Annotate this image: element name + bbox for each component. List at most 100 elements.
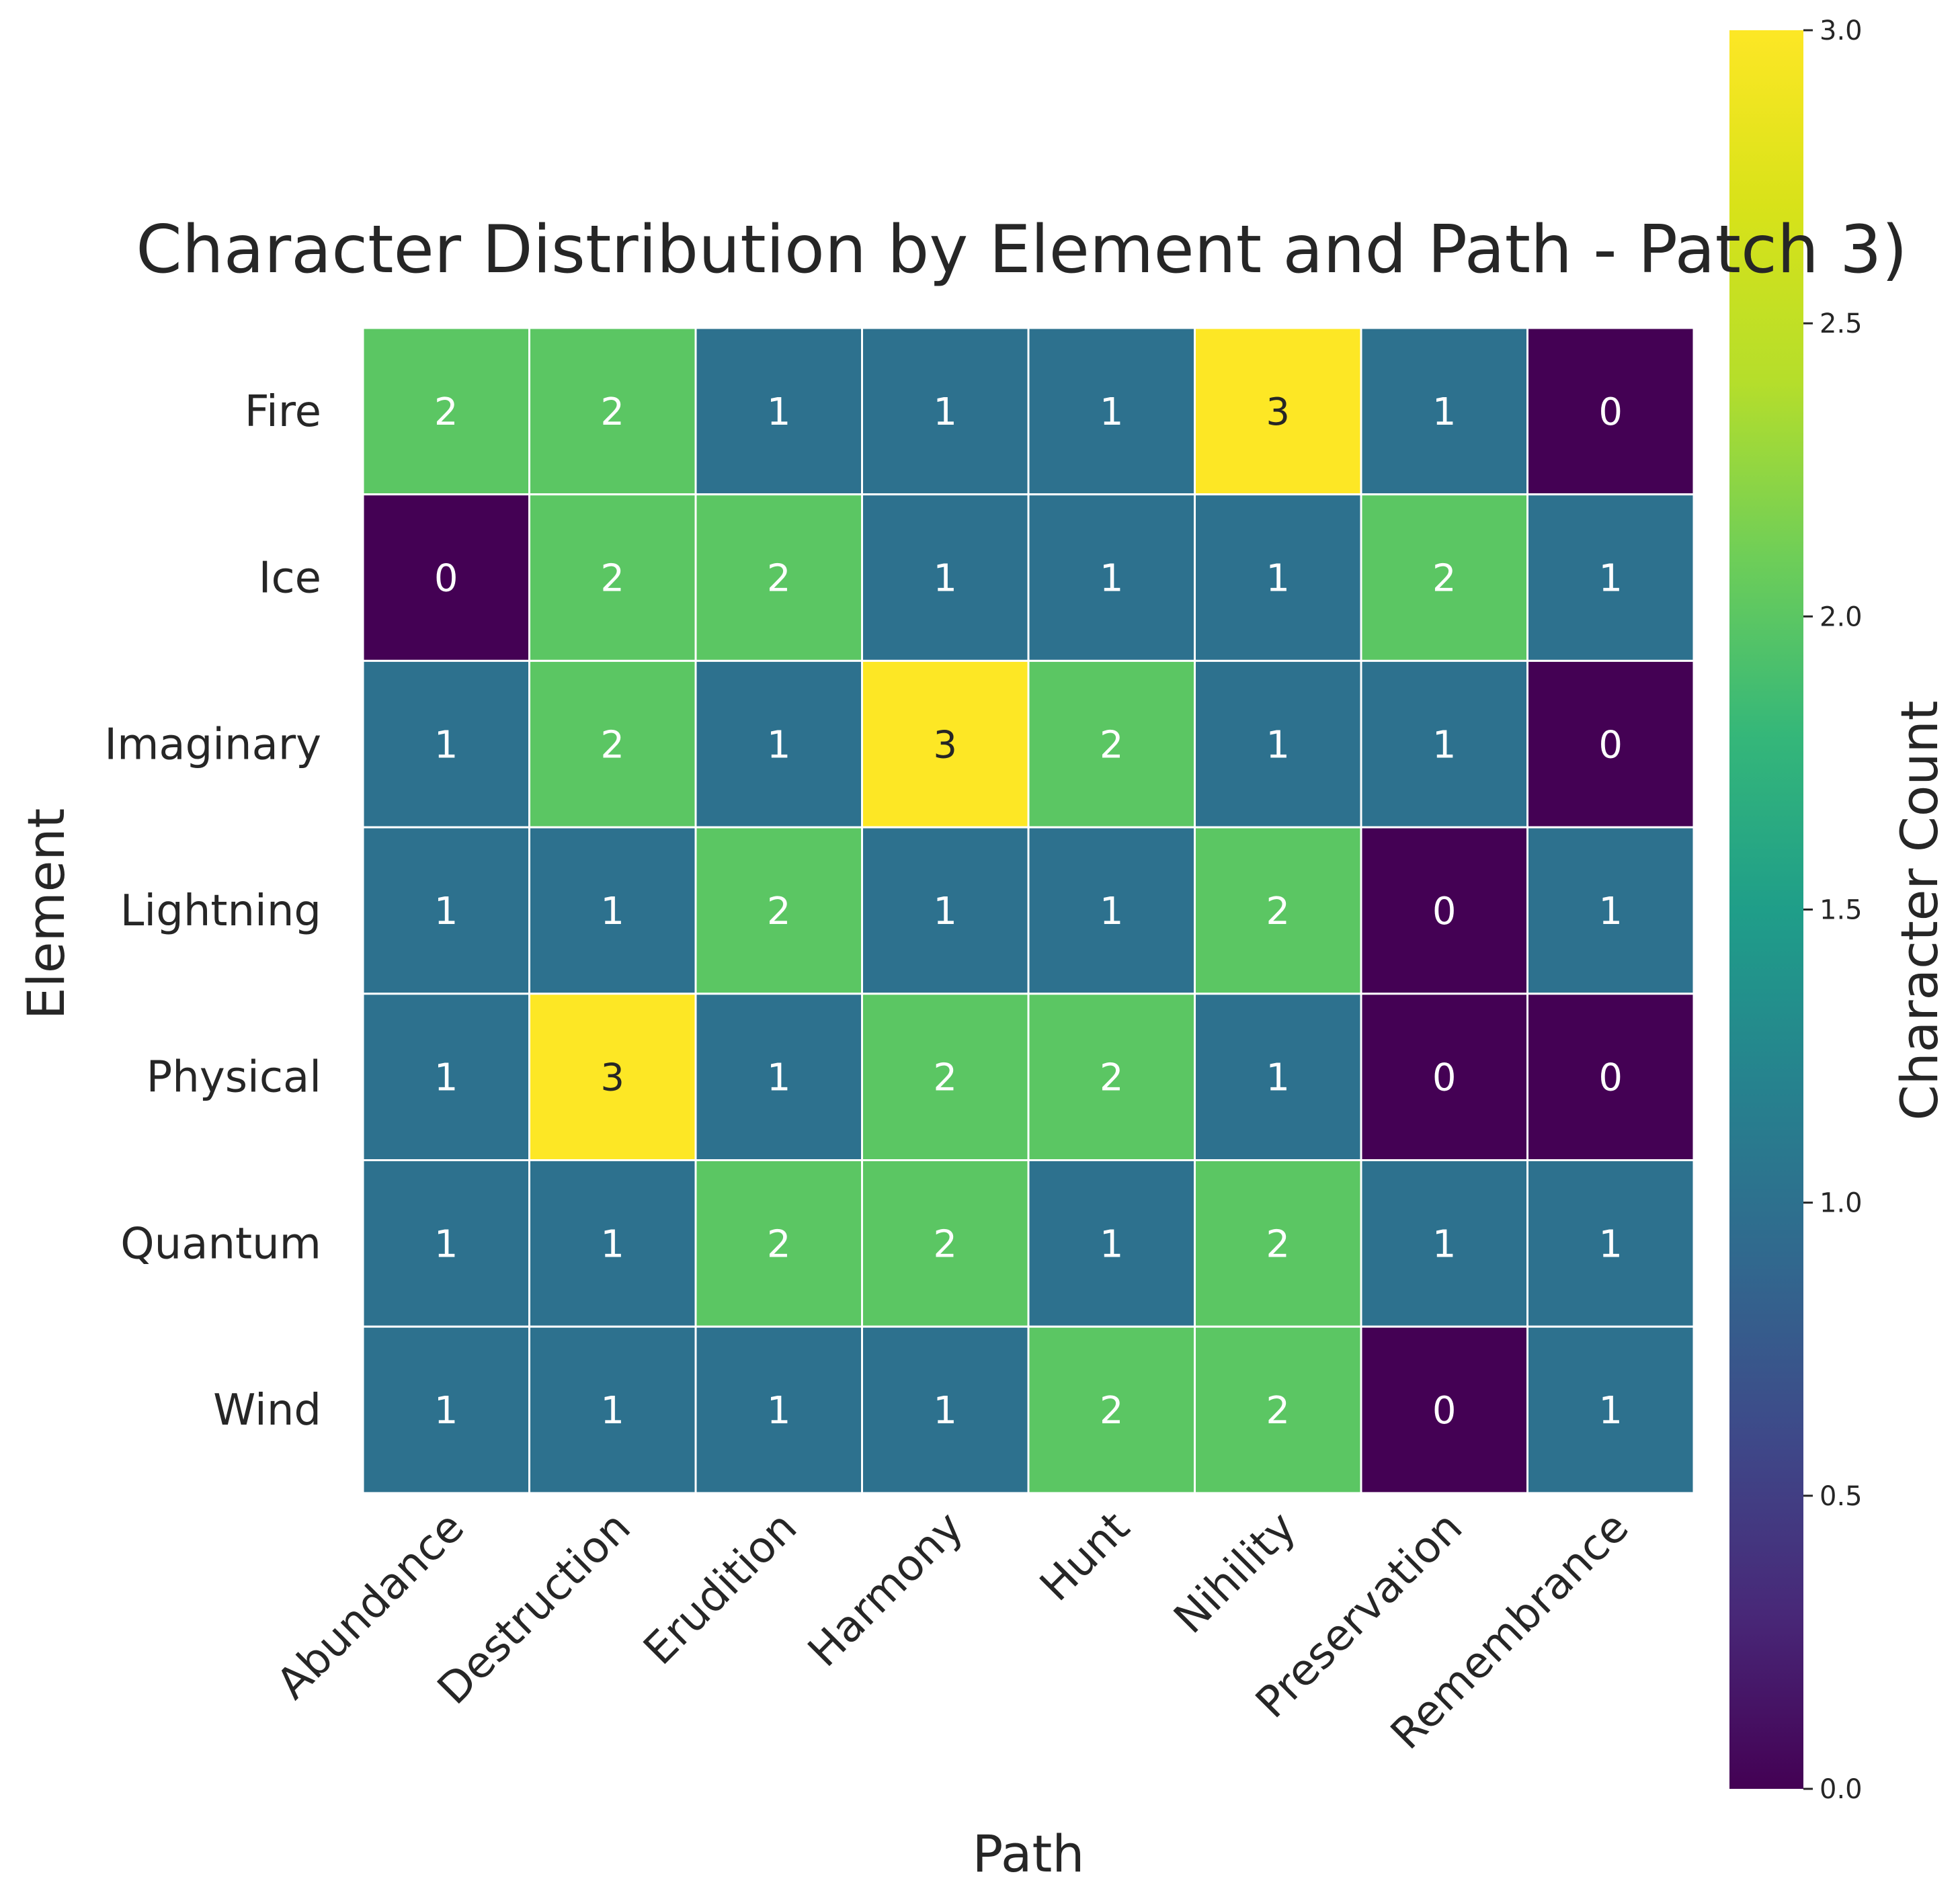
heatmap-cell-wind-nihility xyxy=(1194,1325,1362,1495)
cell-value-label: 1 xyxy=(767,390,791,434)
heatmap-cell-lightning-preservation xyxy=(1360,826,1528,995)
cell-value-label: 2 xyxy=(933,1222,957,1266)
cell-value-label: 1 xyxy=(434,890,458,933)
cell-value-label: 2 xyxy=(1100,1389,1124,1433)
heatmap-cell-quantum-destruction xyxy=(528,1159,697,1328)
heatmap-cells xyxy=(362,327,1695,1495)
colorbar-tick-label: 1.5 xyxy=(1820,895,1863,926)
heatmap-cell-quantum-nihility xyxy=(1194,1159,1362,1328)
cell-value-label: 0 xyxy=(1598,723,1623,767)
y-tick-label-lightning: Lightning xyxy=(120,886,321,936)
cell-value-label: 2 xyxy=(600,557,624,601)
cell-value-label: 1 xyxy=(1266,557,1290,601)
heatmap-cell-lightning-hunt xyxy=(1027,826,1196,995)
heatmap-cell-labels: 2 2 1 1 1 3 1 0 0 2 2 1 1 1 2 1 1 2 1 3 2 1 1 0 1 1 2 1 1 2 0 1 1 3 1 2 2 1 0 0… xyxy=(434,390,1623,1433)
colorbar-tick-label: 3.0 xyxy=(1820,15,1863,46)
heatmap-cell-imaginary-destruction xyxy=(528,659,697,829)
cell-value-label: 1 xyxy=(434,1222,458,1266)
heatmap-cell-lightning-abundance xyxy=(362,826,530,995)
cell-value-label: 3 xyxy=(1266,390,1290,434)
heatmap-cell-fire-erudition xyxy=(694,327,863,496)
x-tick-label-hunt: Hunt xyxy=(1031,1503,1139,1611)
heatmap-cell-imaginary-harmony xyxy=(861,659,1030,829)
cell-value-label: 1 xyxy=(1266,1056,1290,1100)
y-tick-label-physical: Physical xyxy=(147,1053,321,1103)
x-tick-label-nihility: Nihility xyxy=(1165,1503,1306,1644)
cell-value-label: 1 xyxy=(933,890,957,933)
cell-value-label: 0 xyxy=(1598,390,1623,434)
heatmap-cell-physical-nihility xyxy=(1194,993,1362,1162)
cell-value-label: 1 xyxy=(1432,390,1457,434)
heatmap-cell-quantum-preservation xyxy=(1360,1159,1528,1328)
heatmap-cell-wind-remembrance xyxy=(1526,1325,1695,1495)
colorbar-tick-label: 0.5 xyxy=(1820,1481,1863,1512)
colorbar-tick-label: 1.0 xyxy=(1820,1188,1863,1219)
heatmap-cell-imaginary-remembrance xyxy=(1526,659,1695,829)
cell-value-label: 0 xyxy=(1598,1056,1623,1100)
cell-value-label: 1 xyxy=(767,1056,791,1100)
cell-value-label: 1 xyxy=(1432,1222,1457,1266)
cell-value-label: 2 xyxy=(1432,557,1457,601)
cell-value-label: 1 xyxy=(933,390,957,434)
cell-value-label: 2 xyxy=(600,390,624,434)
cell-value-label: 1 xyxy=(600,890,624,933)
cell-value-label: 2 xyxy=(767,557,791,601)
heatmap-cell-fire-destruction xyxy=(528,327,697,496)
heatmap-cell-wind-preservation xyxy=(1360,1325,1528,1495)
cell-value-label: 1 xyxy=(1100,890,1124,933)
cell-value-label: 2 xyxy=(1266,890,1290,933)
x-tick-label-erudition: Erudition xyxy=(635,1503,807,1675)
cell-value-label: 1 xyxy=(600,1389,624,1433)
cell-value-label: 1 xyxy=(1100,1222,1124,1266)
cell-value-label: 1 xyxy=(767,1389,791,1433)
cell-value-label: 0 xyxy=(434,557,458,601)
heatmap-cell-imaginary-nihility xyxy=(1194,659,1362,829)
colorbar-tick-label: 2.5 xyxy=(1820,308,1863,339)
cell-value-label: 1 xyxy=(933,1389,957,1433)
heatmap-cell-imaginary-hunt xyxy=(1027,659,1196,829)
cell-value-label: 1 xyxy=(600,1222,624,1266)
cell-value-label: 1 xyxy=(1100,557,1124,601)
cell-value-label: 1 xyxy=(434,1056,458,1100)
heatmap-cell-wind-destruction xyxy=(528,1325,697,1495)
heatmap-cell-physical-erudition xyxy=(694,993,863,1162)
y-axis-label: Element xyxy=(16,808,76,1020)
heatmap-cell-ice-harmony xyxy=(861,493,1030,662)
y-tick-label-imaginary: Imaginary xyxy=(104,720,321,769)
heatmap-cell-quantum-remembrance xyxy=(1526,1159,1695,1328)
heatmap-cell-fire-harmony xyxy=(861,327,1030,496)
colorbar xyxy=(1729,30,1803,1789)
cell-value-label: 3 xyxy=(600,1056,624,1100)
heatmap-cell-wind-hunt xyxy=(1027,1325,1196,1495)
heatmap-cell-fire-abundance xyxy=(362,327,530,496)
heatmap-cell-quantum-erudition xyxy=(694,1159,863,1328)
y-tick-label-wind: Wind xyxy=(213,1386,321,1435)
cell-value-label: 0 xyxy=(1432,1389,1457,1433)
heatmap-cell-ice-nihility xyxy=(1194,493,1362,662)
heatmap-cell-ice-remembrance xyxy=(1526,493,1695,662)
heatmap-cell-wind-erudition xyxy=(694,1325,863,1495)
cell-value-label: 1 xyxy=(1266,723,1290,767)
cell-value-label: 2 xyxy=(1266,1389,1290,1433)
heatmap-cell-quantum-hunt xyxy=(1027,1159,1196,1328)
heatmap-cell-wind-abundance xyxy=(362,1325,530,1495)
y-tick-label-fire: Fire xyxy=(245,387,321,437)
cell-value-label: 2 xyxy=(767,1222,791,1266)
y-tick-label-quantum: Quantum xyxy=(120,1219,321,1269)
cell-value-label: 1 xyxy=(1598,890,1623,933)
heatmap-cell-imaginary-erudition xyxy=(694,659,863,829)
colorbar-tick-label: 0.0 xyxy=(1820,1774,1863,1805)
y-tick-labels: Fire Ice Imaginary Lightning Physical Quantum… xyxy=(104,387,321,1435)
colorbar-label: Character Count xyxy=(1889,700,1949,1120)
heatmap-cell-fire-hunt xyxy=(1027,327,1196,496)
colorbar-ticks: 0.0 0.5 1.0 1.5 2.0 2.5 3.0 xyxy=(1803,15,1863,1805)
cell-value-label: 2 xyxy=(1100,723,1124,767)
cell-value-label: 0 xyxy=(1432,890,1457,933)
cell-value-label: 1 xyxy=(434,723,458,767)
x-tick-label-harmony: Harmony xyxy=(799,1503,973,1677)
y-tick-label-ice: Ice xyxy=(259,554,321,603)
cell-value-label: 2 xyxy=(1266,1222,1290,1266)
heatmap-cell-physical-hunt xyxy=(1027,993,1196,1162)
